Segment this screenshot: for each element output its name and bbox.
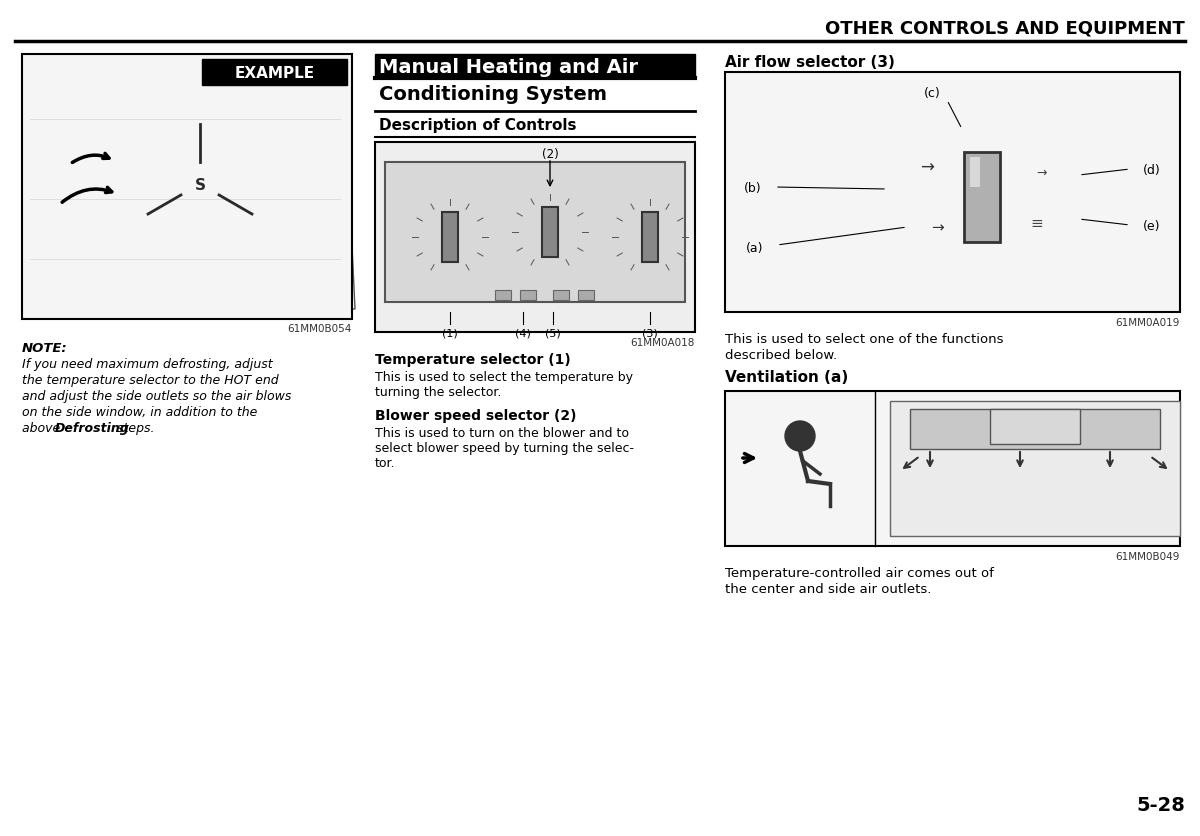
Text: turning the selector.: turning the selector.	[374, 385, 502, 399]
Text: →: →	[1037, 166, 1048, 179]
Text: (d): (d)	[1144, 163, 1160, 176]
Text: (b): (b)	[744, 181, 762, 194]
Text: ≡: ≡	[1031, 215, 1043, 230]
Text: OTHER CONTROLS AND EQUIPMENT: OTHER CONTROLS AND EQUIPMENT	[826, 19, 1186, 37]
Text: on the side window, in addition to the: on the side window, in addition to the	[22, 405, 257, 419]
Circle shape	[620, 208, 680, 268]
Text: described below.: described below.	[725, 349, 838, 361]
Text: 61MM0A018: 61MM0A018	[631, 338, 695, 348]
Bar	[642, 212, 658, 263]
Text: (3): (3)	[642, 328, 658, 338]
Circle shape	[420, 208, 480, 268]
Bar	[725, 73, 1180, 313]
Bar	[990, 410, 1080, 445]
Text: (5): (5)	[545, 328, 560, 338]
Text: Manual Heating and Air: Manual Heating and Air	[379, 58, 638, 76]
Bar	[520, 291, 536, 301]
Text: Ventilation (a): Ventilation (a)	[725, 370, 848, 385]
Bar	[890, 401, 1180, 537]
Text: (a): (a)	[746, 242, 763, 254]
Text: tor.: tor.	[374, 456, 396, 470]
Bar	[970, 158, 980, 188]
Bar	[442, 212, 458, 263]
Text: the temperature selector to the HOT end: the temperature selector to the HOT end	[22, 374, 278, 386]
Text: and adjust the side outlets so the air blows: and adjust the side outlets so the air b…	[22, 390, 292, 402]
Text: (4): (4)	[515, 328, 530, 338]
Text: (e): (e)	[1144, 219, 1160, 232]
Bar	[725, 391, 1180, 547]
Text: EXAMPLE: EXAMPLE	[235, 65, 316, 80]
Ellipse shape	[887, 130, 1078, 265]
Bar	[578, 291, 594, 301]
Text: Temperature selector (1): Temperature selector (1)	[374, 353, 571, 366]
Text: 61MM0B054: 61MM0B054	[288, 324, 352, 334]
Text: Defrosting: Defrosting	[55, 421, 130, 435]
Circle shape	[785, 421, 815, 451]
Text: 61MM0B049: 61MM0B049	[1116, 551, 1180, 561]
Text: If you need maximum defrosting, adjust: If you need maximum defrosting, adjust	[22, 358, 272, 370]
Text: NOTE:: NOTE:	[22, 342, 67, 354]
Bar	[910, 410, 1160, 450]
Bar	[374, 143, 695, 333]
Text: →: →	[931, 220, 943, 235]
Text: Description of Controls: Description of Controls	[379, 118, 576, 133]
Bar	[542, 208, 558, 257]
Text: 61MM0A019: 61MM0A019	[1116, 318, 1180, 328]
Text: 5-28: 5-28	[1136, 795, 1186, 814]
Text: above: above	[22, 421, 65, 435]
Text: select blower speed by turning the selec-: select blower speed by turning the selec…	[374, 441, 634, 455]
Text: (c): (c)	[924, 86, 941, 99]
Bar	[385, 163, 685, 303]
Bar	[22, 55, 352, 319]
Text: Temperature-controlled air comes out of: Temperature-controlled air comes out of	[725, 566, 994, 579]
Text: the center and side air outlets.: the center and side air outlets.	[725, 583, 931, 595]
Bar	[553, 291, 569, 301]
Bar	[964, 153, 1000, 242]
Ellipse shape	[862, 108, 1102, 288]
Bar	[202, 60, 347, 86]
Text: (2): (2)	[541, 148, 558, 161]
Circle shape	[608, 196, 692, 280]
Circle shape	[520, 203, 580, 263]
Text: Conditioning System: Conditioning System	[379, 84, 607, 104]
Text: This is used to turn on the blower and to: This is used to turn on the blower and t…	[374, 426, 629, 440]
Text: This is used to select the temperature by: This is used to select the temperature b…	[374, 370, 634, 384]
Text: Blower speed selector (2): Blower speed selector (2)	[374, 409, 576, 422]
Text: →: →	[920, 159, 934, 176]
Text: Air flow selector (3): Air flow selector (3)	[725, 55, 895, 70]
Circle shape	[508, 191, 592, 275]
Text: This is used to select one of the functions: This is used to select one of the functi…	[725, 333, 1003, 345]
Bar	[374, 55, 695, 79]
Text: steps.: steps.	[113, 421, 155, 435]
Bar	[496, 291, 511, 301]
Text: S: S	[194, 177, 205, 192]
Circle shape	[178, 163, 222, 206]
Text: (1): (1)	[442, 328, 458, 338]
Circle shape	[408, 196, 492, 280]
